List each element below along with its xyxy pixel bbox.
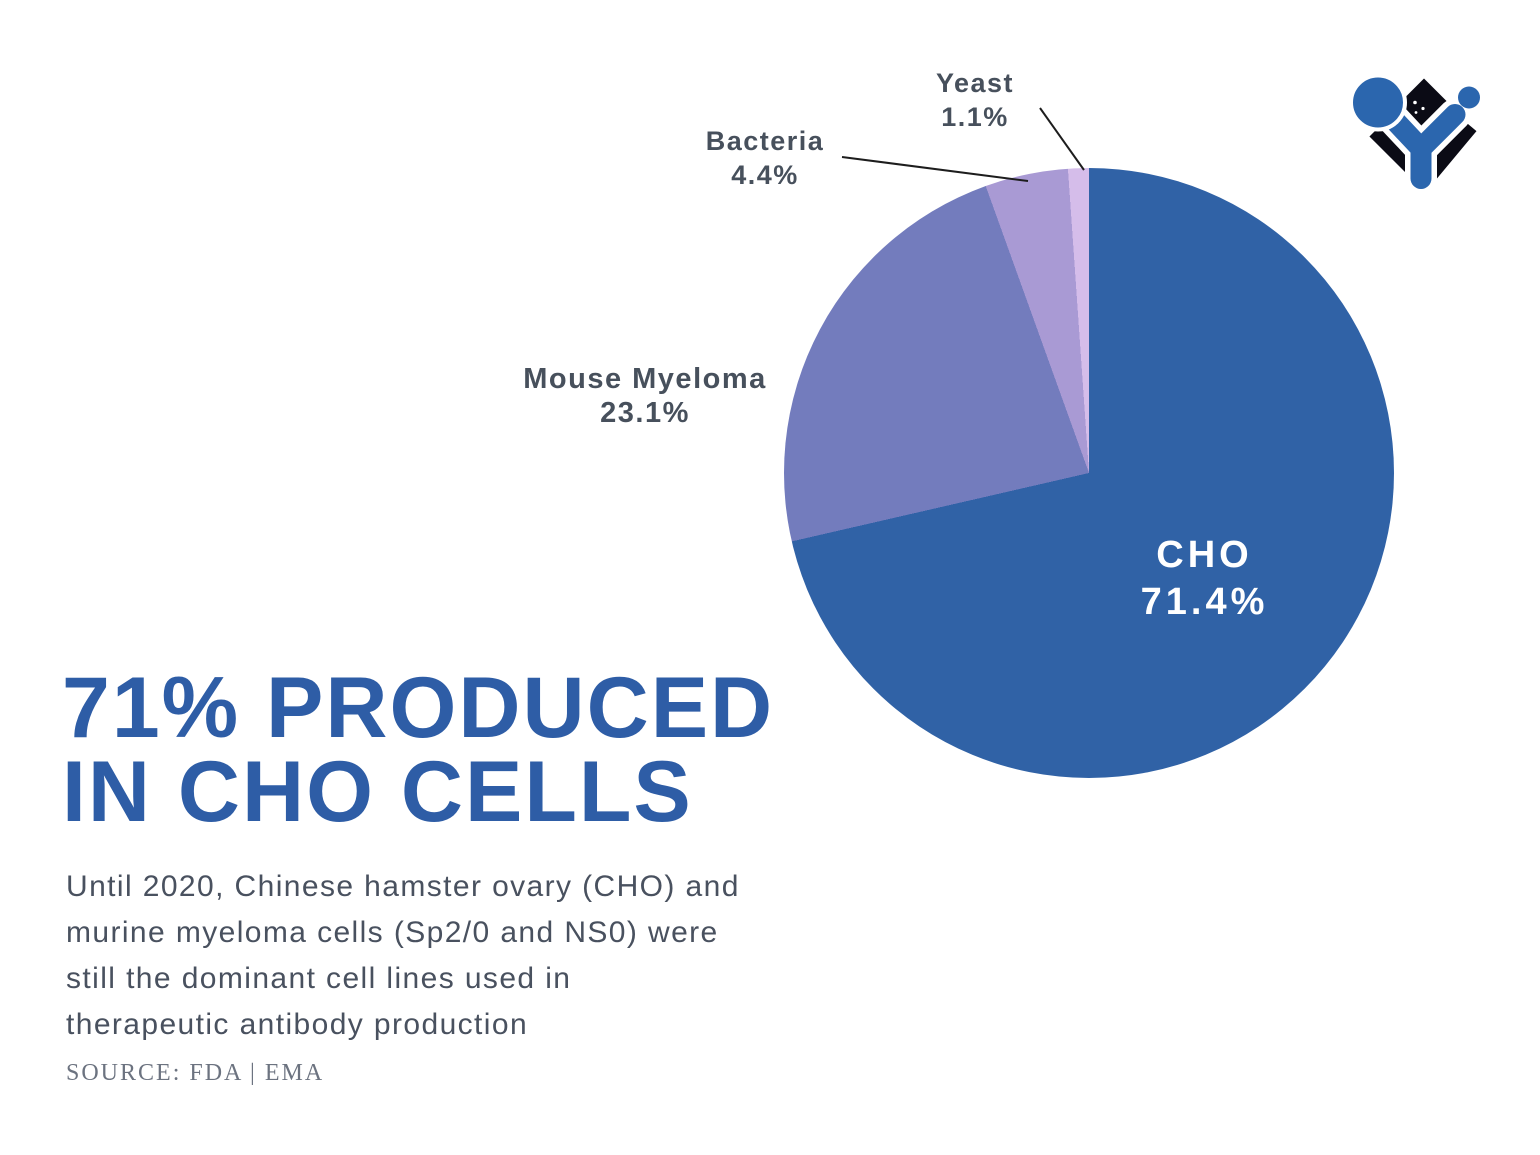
pie-label-yeast-name: Yeast <box>935 68 1015 98</box>
source-attribution: SOURCE: FDA | EMA <box>66 1060 325 1086</box>
pie-label-bacteria-percent: 4.4% <box>731 160 799 190</box>
pie-label-cho: CHO 71.4% <box>1092 532 1317 626</box>
pie-chart <box>784 168 1394 778</box>
pie-label-mouse-myeloma: Mouse Myeloma 23.1% <box>470 362 820 430</box>
page-title: 71% PRODUCED IN CHO CELLS <box>62 660 775 840</box>
pie-label-cho-percent: 71.4% <box>1140 581 1269 623</box>
pie-label-cho-name: CHO <box>1156 534 1253 576</box>
logo-blue-dot <box>1458 86 1480 109</box>
pie-label-yeast-percent: 1.1% <box>941 102 1009 132</box>
pie-label-bacteria-name: Bacteria <box>705 126 825 156</box>
description-paragraph: Until 2020, Chinese hamster ovary (CHO) … <box>66 870 740 1041</box>
logo-blue-circle <box>1349 73 1407 132</box>
pie-label-mouse-myeloma-percent: 23.1% <box>600 397 690 429</box>
pie-label-mouse-myeloma-name: Mouse Myeloma <box>523 363 767 395</box>
antibody-logo-icon <box>1349 73 1480 197</box>
pie-label-bacteria: Bacteria 4.4% <box>650 124 880 192</box>
pie-label-yeast: Yeast 1.1% <box>900 66 1050 134</box>
logo-blue-y <box>1380 104 1466 189</box>
